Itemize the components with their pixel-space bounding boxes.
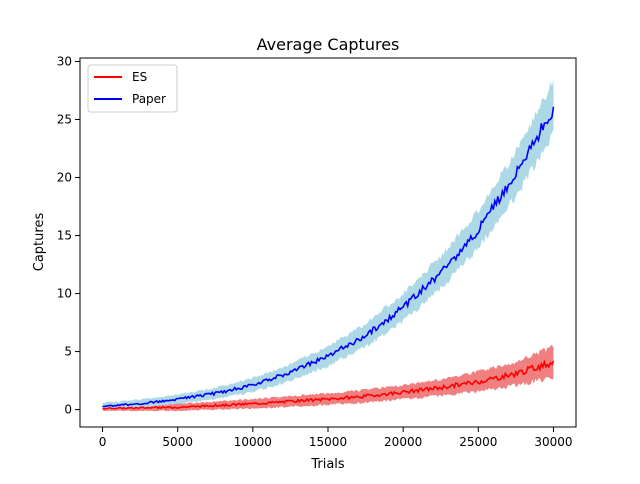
x-tick-label: 0 [99, 435, 107, 449]
x-tick-label: 25000 [459, 435, 497, 449]
chart-title: Average Captures [257, 35, 400, 54]
y-tick-label: 10 [57, 287, 72, 301]
x-tick-label: 15000 [309, 435, 347, 449]
line-es [102, 359, 555, 410]
y-tick-label: 0 [64, 403, 72, 417]
confidence-bands [102, 78, 554, 412]
y-tick-label: 25 [57, 113, 72, 127]
line-paper [102, 106, 555, 408]
series-lines [102, 106, 555, 410]
y-tick-label: 30 [57, 54, 72, 68]
y-axis-ticks: 0 5 10 15 20 25 30 [57, 54, 80, 417]
band-paper [102, 78, 554, 410]
x-tick-label: 5000 [162, 435, 193, 449]
legend: ES Paper [87, 64, 178, 113]
x-tick-label: 20000 [384, 435, 422, 449]
band-es [102, 344, 554, 412]
x-tick-label: 30000 [534, 435, 572, 449]
x-axis-ticks: 0 5000 10000 15000 20000 25000 30000 [99, 427, 573, 449]
legend-label-paper: Paper [132, 92, 166, 106]
y-tick-label: 20 [57, 171, 72, 185]
y-tick-label: 5 [64, 345, 72, 359]
y-axis-label: Captures [32, 213, 47, 272]
legend-label-es: ES [132, 70, 147, 84]
x-tick-label: 10000 [234, 435, 272, 449]
y-tick-label: 15 [57, 229, 72, 243]
x-axis-label: Trials [310, 457, 345, 472]
